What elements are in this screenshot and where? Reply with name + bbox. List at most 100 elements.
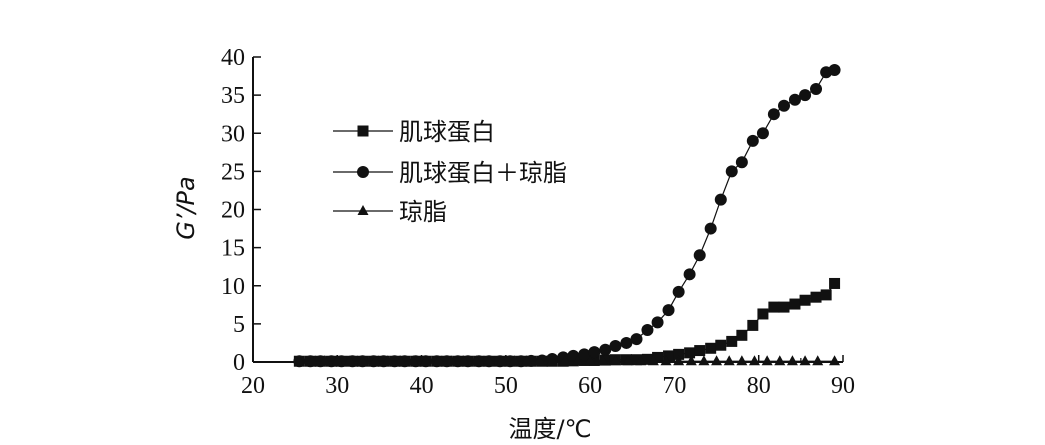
data-point [757, 308, 769, 320]
x-axis-title: 温度/℃ [508, 415, 591, 443]
data-point [534, 355, 546, 366]
data-point [620, 336, 633, 349]
data-point [774, 355, 786, 366]
series-circle [293, 63, 841, 368]
x-tick-label: 70 [662, 373, 686, 399]
data-point [673, 348, 685, 360]
data-point [684, 347, 696, 359]
data-point [584, 355, 596, 366]
series-triangle [293, 355, 841, 366]
legend-label: 肌球蛋白＋琼脂 [399, 159, 567, 187]
data-point [799, 355, 811, 366]
data-point [736, 329, 748, 341]
legend-marker [357, 125, 369, 137]
data-point [578, 354, 590, 366]
data-point [778, 99, 790, 112]
data-point [597, 355, 609, 366]
data-point [683, 268, 696, 281]
data-point [799, 89, 812, 102]
series-line [299, 69, 835, 362]
data-point [622, 355, 634, 366]
data-point [799, 294, 811, 306]
y-tick-label: 30 [221, 121, 245, 147]
data-point [829, 277, 841, 289]
data-point [521, 355, 533, 366]
x-tick-label: 80 [747, 373, 771, 399]
data-point [546, 355, 558, 366]
data-point [735, 156, 748, 169]
data-point [810, 83, 823, 96]
data-point [319, 355, 331, 366]
data-point [306, 355, 318, 366]
series-layer [293, 63, 841, 368]
legend-label: 琼脂 [399, 198, 447, 226]
x-tick-label: 20 [241, 373, 265, 399]
data-point [828, 63, 841, 76]
data-point [369, 355, 381, 366]
data-point [599, 343, 612, 356]
x-tick-label: 90 [831, 373, 855, 399]
data-point [331, 355, 343, 366]
legend-marker [357, 205, 369, 215]
data-point [756, 127, 769, 140]
data-point [736, 355, 748, 366]
data-point [641, 323, 654, 336]
data-point [630, 333, 643, 346]
data-point [382, 355, 394, 366]
data-point [483, 355, 495, 366]
data-point [725, 165, 738, 178]
y-tick-label: 15 [221, 236, 245, 262]
data-point [588, 354, 600, 366]
y-tick-label: 40 [221, 45, 245, 71]
x-tick-label: 30 [325, 373, 349, 399]
data-point [470, 355, 482, 366]
legend-entry: 肌球蛋白 [333, 118, 495, 146]
data-point [432, 355, 444, 366]
data-point [647, 355, 659, 366]
y-tick-label: 20 [221, 198, 245, 224]
x-tick-label: 50 [494, 373, 518, 399]
data-point [660, 355, 672, 366]
data-point [726, 335, 738, 347]
y-tick-label: 5 [233, 312, 245, 338]
data-point [768, 301, 780, 313]
data-point [778, 301, 790, 313]
data-point [496, 355, 508, 366]
data-point [685, 355, 697, 366]
data-point [704, 222, 717, 235]
data-point [458, 355, 470, 366]
data-point [635, 355, 647, 366]
data-point [698, 355, 710, 366]
data-point [641, 353, 653, 365]
data-point [747, 319, 759, 331]
data-point [761, 355, 773, 366]
data-point [609, 355, 621, 366]
legend-entry: 琼脂 [333, 198, 447, 226]
y-axis-title: G’/Pa [172, 176, 200, 240]
data-point [715, 339, 727, 351]
data-point [609, 339, 622, 352]
data-point [820, 289, 832, 301]
data-point [559, 355, 571, 366]
data-point [746, 134, 759, 147]
data-point [723, 355, 735, 366]
y-tick-label: 35 [221, 83, 245, 109]
data-point [705, 342, 717, 354]
data-point [651, 316, 664, 329]
x-tick-label: 40 [410, 373, 434, 399]
data-point [693, 249, 706, 262]
data-point [673, 355, 685, 366]
data-point [293, 355, 305, 366]
legend-marker [357, 166, 369, 178]
data-point [588, 346, 601, 359]
data-point [810, 291, 822, 303]
data-point [572, 355, 583, 366]
data-point [508, 355, 520, 366]
legend-entry: 肌球蛋白＋琼脂 [333, 159, 567, 187]
axes: 20 30 40 50 60 70 80 90 0 5 10 15 20 25 30 35 40 [221, 45, 855, 399]
data-point [652, 351, 664, 363]
data-point [672, 285, 685, 298]
legend-label: 肌球蛋白 [399, 118, 495, 146]
